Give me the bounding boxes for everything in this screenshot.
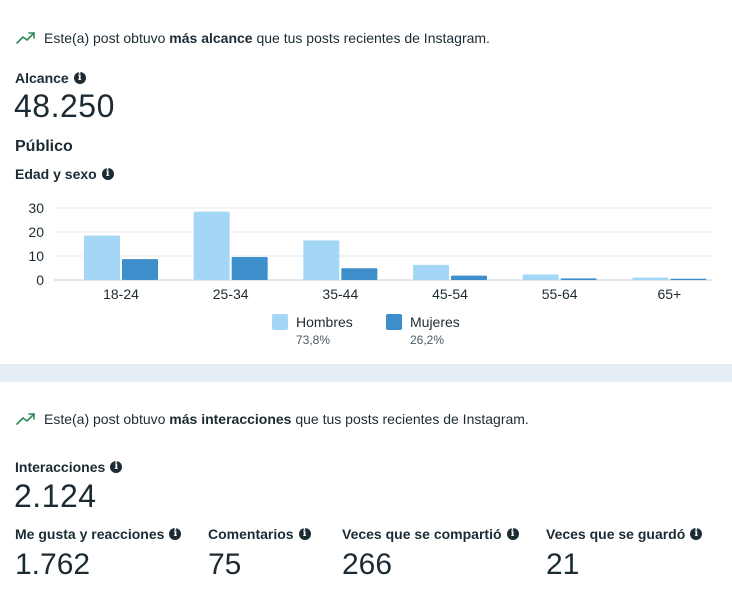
audience-title: Público: [15, 138, 73, 155]
info-icon[interactable]: i: [73, 72, 86, 84]
age-gender-chart: 0 10 20 30 18-24 25-34 35-44 45-54 55-64 65+: [28, 200, 712, 302]
x-tick-label: 35-44: [322, 286, 358, 302]
metric-shares-value: 266: [342, 548, 393, 581]
info-icon[interactable]: i: [690, 528, 703, 540]
x-tick-label: 45-54: [432, 286, 468, 302]
interactions-insight: Este(a) post obtuvo más interacciones qu…: [16, 411, 529, 427]
legend-item-hombres[interactable]: Hombres 73,8%: [272, 314, 386, 347]
metric-saves-label: Veces que se guardó: [546, 526, 686, 542]
legend-swatch-hombres: [272, 314, 288, 330]
bar-hombres-55-64: [522, 274, 559, 280]
bar-hombres-65+: [632, 277, 669, 280]
trend-up-icon: [16, 413, 35, 425]
insight-suffix: que tus posts recientes de Instagram.: [256, 30, 490, 46]
bar-hombres-45-54: [413, 264, 449, 280]
reach-value: 48.250: [14, 88, 115, 124]
insight-prefix: Este(a) post obtuvo: [44, 411, 166, 427]
info-icon[interactable]: i: [169, 528, 182, 540]
reach-label: Alcance: [15, 70, 69, 86]
insight-bold: más interacciones: [169, 411, 292, 427]
legend-label-mujeres: Mujeres: [410, 314, 460, 330]
legend-swatch-mujeres: [386, 314, 402, 330]
metric-likes-value: 1.762: [15, 548, 91, 581]
age-gender-label: Edad y sexo: [15, 166, 97, 182]
bar-mujeres-55-64: [560, 278, 597, 280]
legend-percent-hombres: 73,8%: [296, 333, 331, 347]
card-separator: [0, 364, 732, 382]
y-tick-label: 10: [28, 248, 44, 264]
y-tick-label: 20: [28, 224, 44, 240]
insight-suffix: que tus posts recientes de Instagram.: [295, 411, 529, 427]
metric-comments-label: Comentarios: [208, 526, 294, 542]
insight-bold: más alcance: [169, 30, 253, 46]
x-tick-label: 18-24: [103, 286, 139, 302]
interactions-value: 2.124: [14, 478, 97, 514]
metric-likes-label: Me gusta y reacciones: [15, 526, 165, 542]
legend-label-hombres: Hombres: [296, 314, 353, 330]
bar-mujeres-65+: [670, 278, 707, 280]
interactions-label: Interacciones: [15, 459, 106, 475]
bar-mujeres-25-34: [231, 256, 268, 280]
age-gender-label-row: Edad y sexo i: [15, 166, 114, 182]
bar-hombres-35-44: [303, 240, 340, 280]
reach-label-row: Alcance i: [15, 70, 86, 86]
metric-comments-value: 75: [208, 548, 242, 581]
trend-up-icon: [16, 32, 35, 44]
metric-shares-label: Veces que se compartió: [342, 526, 502, 542]
metric-likes: Me gusta y reacciones i 1.762: [15, 526, 182, 582]
info-icon[interactable]: i: [110, 461, 123, 473]
metric-saves-value: 21: [546, 548, 580, 581]
bar-mujeres-35-44: [341, 268, 378, 280]
x-tick-label: 25-34: [213, 286, 249, 302]
chart-legend: Hombres 73,8% Mujeres 26,2%: [272, 314, 460, 347]
legend-percent-mujeres: 26,2%: [410, 333, 445, 347]
bar-mujeres-18-24: [122, 259, 158, 280]
bar-mujeres-45-54: [451, 275, 487, 280]
x-tick-label: 55-64: [542, 286, 578, 302]
interactions-label-row: Interacciones i: [15, 459, 123, 475]
legend-item-mujeres[interactable]: Mujeres 26,2%: [386, 314, 460, 347]
y-tick-label: 30: [28, 200, 44, 216]
bar-hombres-25-34: [193, 211, 230, 280]
metric-shares: Veces que se compartió i 266: [342, 526, 519, 582]
info-icon[interactable]: i: [298, 528, 311, 540]
reach-insight: Este(a) post obtuvo más alcance que tus …: [16, 30, 490, 46]
info-icon[interactable]: i: [101, 168, 114, 180]
insight-prefix: Este(a) post obtuvo: [44, 30, 166, 46]
metric-comments: Comentarios i 75: [208, 526, 311, 582]
info-icon[interactable]: i: [506, 528, 519, 540]
x-tick-label: 65+: [657, 286, 681, 302]
y-tick-label: 0: [36, 272, 44, 288]
reach-card: Este(a) post obtuvo más alcance que tus …: [14, 30, 712, 347]
interactions-card: Este(a) post obtuvo más interacciones qu…: [0, 382, 732, 602]
bar-hombres-18-24: [84, 235, 120, 280]
metric-saves: Veces que se guardó i 21: [546, 526, 703, 582]
